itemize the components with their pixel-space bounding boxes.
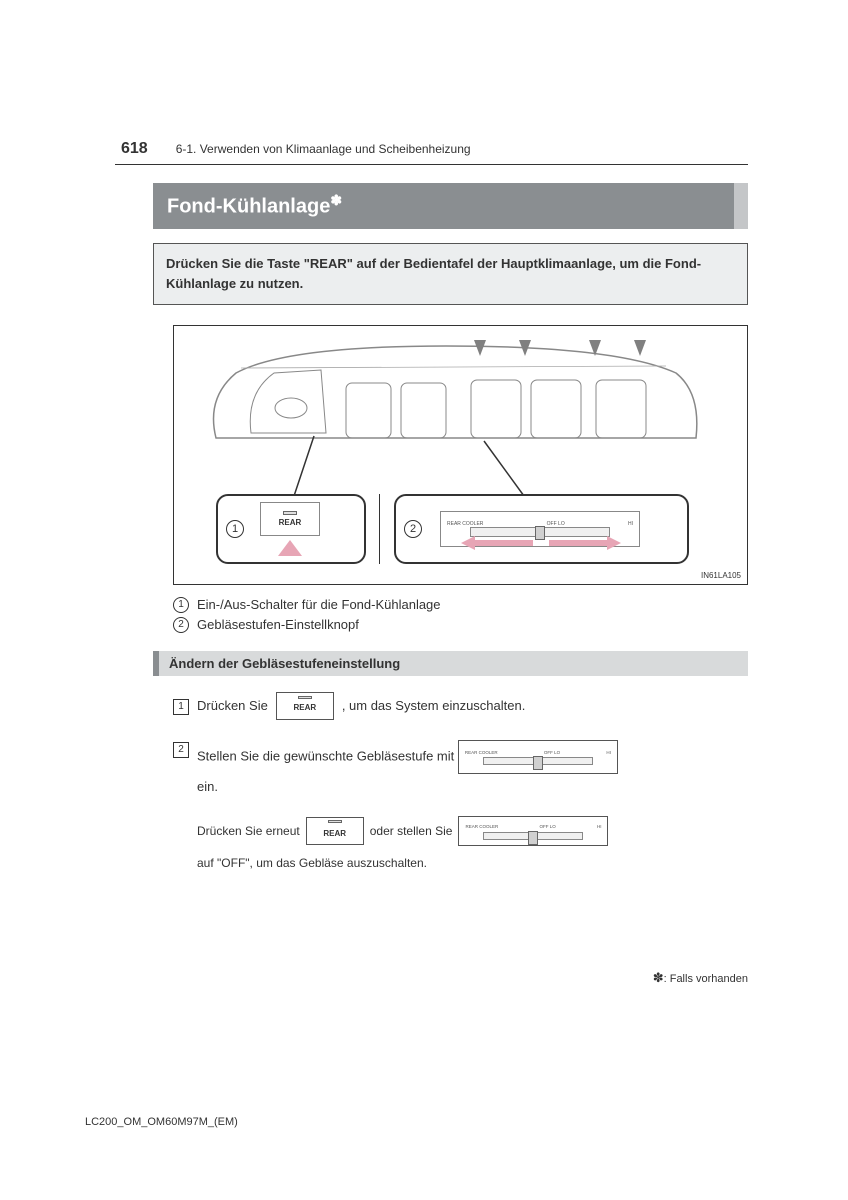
indicator-light-icon xyxy=(283,511,297,515)
slider-arrows-icon xyxy=(461,536,621,554)
intro-box: Drücken Sie die Taste "REAR" auf der Bed… xyxy=(153,243,748,305)
callout-bubble-2: 2 REAR COOLER OFF LO HI xyxy=(394,494,689,564)
vent-arrow-icon xyxy=(589,340,601,356)
rear-button-inline-icon: REAR xyxy=(276,692,334,720)
rear-button-graphic-block: REAR xyxy=(260,502,320,556)
title-asterisk: ✽ xyxy=(330,194,342,209)
vent-arrow-icon xyxy=(634,340,646,356)
vent-arrow-icon xyxy=(474,340,486,356)
step-2: 2 Stellen Sie die gewünschte Gebläsestuf… xyxy=(173,740,748,800)
indicator-light-icon xyxy=(298,696,312,699)
legend-num-1: 1 xyxy=(173,597,189,613)
callout-number-1: 1 xyxy=(226,520,244,538)
slider-control-icon: REAR COOLER OFF LO HI xyxy=(440,511,640,547)
slider-inline-icon: REAR COOLER OFF LO HI xyxy=(458,816,608,846)
page-header: 618 6-1. Verwenden von Klimaanlage und S… xyxy=(115,140,748,165)
step1-post-text: , um das System einzuschalten. xyxy=(342,694,526,717)
subheading-bar: Ändern der Gebläsestufeneinstellung xyxy=(153,651,748,676)
slider-label-right: HI xyxy=(597,822,602,832)
slider-label-right: HI xyxy=(606,748,611,757)
legend-num-2: 2 xyxy=(173,617,189,633)
footnote: ✽: Falls vorhanden xyxy=(653,970,748,986)
rear-button-label: REAR xyxy=(279,518,302,527)
legend-row: 1 Ein-/Aus-Schalter für die Fond-Kühlanl… xyxy=(173,597,748,613)
follow-text-b: oder stellen Sie xyxy=(370,818,453,844)
rear-button-icon: REAR xyxy=(260,502,320,536)
slider-label-mid: OFF LO xyxy=(544,748,560,757)
title-bar: Fond-Kühlanlage✽ xyxy=(153,183,748,229)
callout-divider xyxy=(379,494,380,564)
step-number-2: 2 xyxy=(173,742,189,758)
section-header: 6-1. Verwenden von Klimaanlage und Schei… xyxy=(176,142,471,156)
document-code: LC200_OM_OM60M97M_(EM) xyxy=(85,1116,238,1128)
footnote-text: : Falls vorhanden xyxy=(664,973,748,985)
step2-text-block: Stellen Sie die gewünschte Gebläsestufe … xyxy=(197,740,748,800)
legend-list: 1 Ein-/Aus-Schalter für die Fond-Kühlanl… xyxy=(173,597,748,633)
legend-row: 2 Gebläsestufen-Einstellknopf xyxy=(173,617,748,633)
legend-text-2: Gebläsestufen-Einstellknopf xyxy=(197,617,359,632)
car-interior-illustration xyxy=(196,338,706,478)
rear-button-inline-icon: REAR xyxy=(306,817,364,845)
slider-label-mid: OFF LO xyxy=(539,822,555,832)
slider-label-left: REAR COOLER xyxy=(465,748,498,757)
indicator-light-icon xyxy=(328,820,342,823)
follow-text-c: auf "OFF", um das Gebläse auszuschalten. xyxy=(197,850,427,876)
steps-block: 1 Drücken Sie REAR , um das System einzu… xyxy=(173,692,748,876)
title-text: Fond-Kühlanlage xyxy=(167,196,330,218)
callout-bubble-1: 1 REAR xyxy=(216,494,366,564)
callout-number-2: 2 xyxy=(404,520,422,538)
step1-pre-text: Drücken Sie xyxy=(197,694,268,717)
legend-text-1: Ein-/Aus-Schalter für die Fond-Kühlanlag… xyxy=(197,597,441,612)
step-followup: Drücken Sie erneut REAR oder stellen Sie… xyxy=(197,816,748,876)
manual-page: 618 6-1. Verwenden von Klimaanlage und S… xyxy=(0,0,848,1200)
step2-text-b: ein. xyxy=(197,779,218,794)
image-code: IN61LA105 xyxy=(701,571,741,580)
step-1: 1 Drücken Sie REAR , um das System einzu… xyxy=(173,692,748,720)
page-number: 618 xyxy=(121,140,148,158)
step-number-1: 1 xyxy=(173,699,189,715)
diagram-box: 1 REAR 2 REAR COOLER OFF LO HI xyxy=(173,325,748,585)
slider-label-left: REAR COOLER xyxy=(465,822,498,832)
slider-inline-icon: REAR COOLER OFF LO HI xyxy=(458,740,618,774)
vent-arrow-icon xyxy=(519,340,531,356)
slider-label-right: HI xyxy=(628,521,633,527)
footnote-star-icon: ✽ xyxy=(653,970,664,985)
arrow-up-icon xyxy=(278,540,302,556)
rear-button-label: REAR xyxy=(323,825,346,843)
follow-text-a: Drücken Sie erneut xyxy=(197,818,300,844)
rear-button-label: REAR xyxy=(293,701,316,715)
step2-text-a: Stellen Sie die gewünschte Gebläsestufe … xyxy=(197,748,454,763)
